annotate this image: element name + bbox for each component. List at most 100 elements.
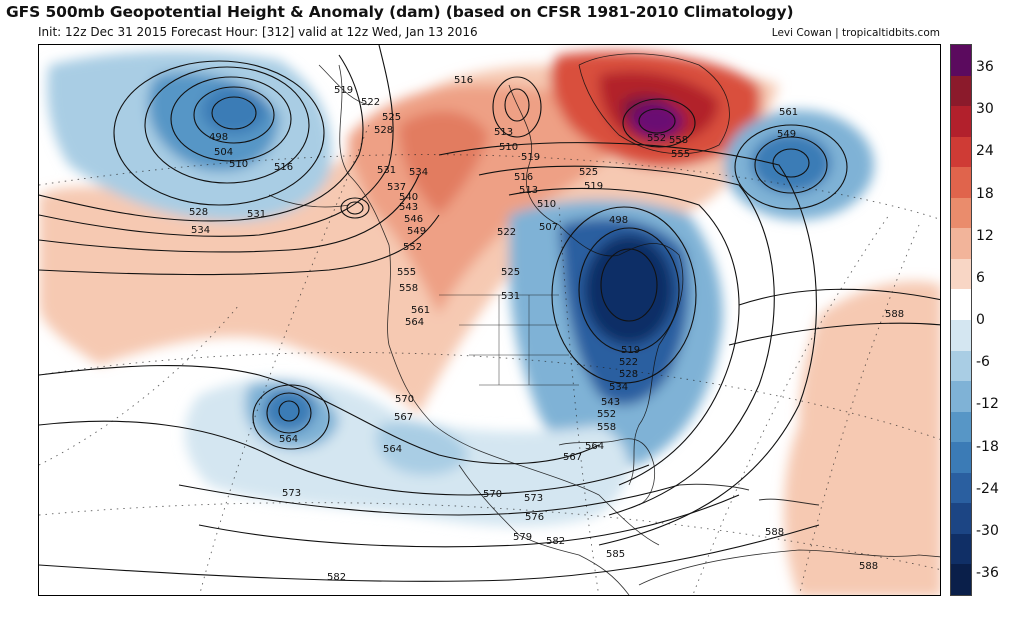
colorbar-segment: [951, 258, 971, 290]
svg-text:534: 534: [191, 225, 210, 236]
anomaly-colorbar: [950, 44, 972, 596]
colorbar-segment: [951, 289, 971, 321]
chart-subtitle: Init: 12z Dec 31 2015 Forecast Hour: [31…: [38, 25, 478, 39]
svg-text:588: 588: [765, 527, 784, 538]
svg-text:525: 525: [579, 167, 598, 178]
colorbar-segment: [951, 197, 971, 229]
svg-text:555: 555: [397, 267, 416, 278]
svg-text:522: 522: [497, 227, 516, 238]
colorbar-segment: [951, 136, 971, 168]
svg-text:528: 528: [374, 125, 393, 136]
graticule: [39, 124, 940, 595]
colorbar-segment: [951, 533, 971, 565]
svg-text:513: 513: [519, 185, 538, 196]
svg-text:531: 531: [247, 209, 266, 220]
colorbar-tick-label: -24: [976, 480, 999, 497]
colorbar-tick-label: 0: [976, 312, 985, 328]
colorbar-segment: [951, 167, 971, 199]
svg-text:552: 552: [597, 409, 616, 420]
colorbar-tick-label: -36: [976, 565, 999, 581]
svg-text:561: 561: [411, 305, 430, 316]
svg-text:549: 549: [407, 226, 426, 237]
label-high-greenland: 552: [647, 133, 666, 144]
label-low-atlantic: 549: [777, 129, 796, 140]
svg-text:534: 534: [409, 167, 428, 178]
svg-text:558: 558: [669, 135, 688, 146]
colorbar-segment: [951, 411, 971, 443]
svg-text:543: 543: [399, 202, 418, 213]
svg-text:564: 564: [585, 441, 604, 452]
colorbar-tick-label: 36: [976, 59, 994, 75]
svg-text:534: 534: [609, 382, 628, 393]
svg-text:519: 519: [521, 152, 540, 163]
colorbar-segment: [951, 472, 971, 504]
label-ridge-atlantic: 588: [885, 309, 904, 320]
svg-text:510: 510: [537, 199, 556, 210]
svg-text:561: 561: [779, 107, 798, 118]
svg-text:573: 573: [524, 493, 543, 504]
svg-text:519: 519: [621, 345, 640, 356]
svg-text:516: 516: [454, 75, 473, 86]
svg-text:516: 516: [274, 162, 293, 173]
svg-text:537: 537: [387, 182, 406, 193]
colorbar-tick-label: 30: [976, 101, 994, 118]
svg-text:510: 510: [499, 142, 518, 153]
colorbar-segment: [951, 320, 971, 352]
svg-text:546: 546: [404, 214, 423, 225]
svg-text:564: 564: [405, 317, 424, 328]
coastlines: [268, 53, 940, 595]
svg-text:582: 582: [327, 572, 346, 583]
colorbar-tick-label: -30: [976, 522, 999, 539]
svg-text:564: 564: [383, 444, 402, 455]
colorbar-segment: [951, 106, 971, 138]
svg-text:567: 567: [394, 412, 413, 423]
colorbar-segment: [951, 75, 971, 107]
colorbar-segment: [951, 381, 971, 413]
map-panel: 498 504 510 516 528 534 531 519 522 525 …: [38, 44, 941, 596]
colorbar-segment: [951, 350, 971, 382]
svg-text:576: 576: [525, 512, 544, 523]
svg-text:558: 558: [597, 422, 616, 433]
svg-text:525: 525: [501, 267, 520, 278]
svg-text:516: 516: [514, 172, 533, 183]
svg-text:531: 531: [377, 165, 396, 176]
svg-text:540: 540: [399, 192, 418, 203]
svg-text:522: 522: [361, 97, 380, 108]
svg-text:522: 522: [619, 357, 638, 368]
svg-text:504: 504: [214, 147, 233, 158]
svg-text:573: 573: [282, 488, 301, 499]
height-contours: [39, 45, 940, 582]
colorbar-tick-label: 6: [976, 269, 985, 286]
svg-text:513: 513: [494, 127, 513, 138]
svg-text:558: 558: [399, 283, 418, 294]
chart-title: GFS 500mb Geopotential Height & Anomaly …: [6, 3, 794, 21]
colorbar-segment: [951, 503, 971, 535]
colorbar-tick-label: 18: [976, 185, 994, 202]
svg-text:570: 570: [483, 489, 502, 500]
svg-text:528: 528: [189, 207, 208, 218]
svg-text:519: 519: [334, 85, 353, 96]
label-low-subtropical: 564: [279, 434, 298, 445]
svg-text:552: 552: [403, 242, 422, 253]
svg-text:531: 531: [501, 291, 520, 302]
svg-text:579: 579: [513, 532, 532, 543]
colorbar-segment: [951, 564, 971, 596]
colorbar-segment: [951, 442, 971, 474]
colorbar-tick-label: -18: [976, 438, 999, 455]
svg-text:570: 570: [395, 394, 414, 405]
svg-text:510: 510: [229, 159, 248, 170]
colorbar-segment: [951, 228, 971, 260]
contour-labels: 498 504 510 516 528 534 531 519 522 525 …: [189, 75, 904, 583]
svg-text:519: 519: [584, 181, 603, 192]
svg-text:507: 507: [539, 222, 558, 233]
colorbar-tick-label: -12: [976, 396, 999, 413]
svg-text:582: 582: [546, 536, 565, 547]
colorbar-tick-label: -6: [976, 354, 990, 371]
credit-label: Levi Cowan | tropicaltidbits.com: [771, 27, 940, 39]
label-low-east: 498: [609, 215, 628, 226]
colorbar-tick-label: 12: [976, 227, 994, 244]
svg-text:555: 555: [671, 149, 690, 160]
label-low-pacific: 498: [209, 132, 228, 143]
svg-text:588: 588: [859, 561, 878, 572]
svg-text:585: 585: [606, 549, 625, 560]
